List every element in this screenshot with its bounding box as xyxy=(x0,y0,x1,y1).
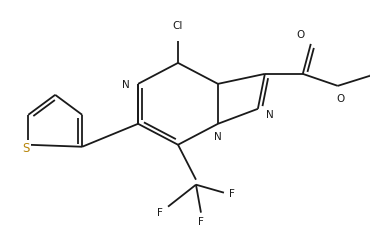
Text: N: N xyxy=(214,131,222,141)
Text: F: F xyxy=(198,216,204,226)
Text: Cl: Cl xyxy=(173,21,183,31)
Text: N: N xyxy=(122,79,130,89)
Text: F: F xyxy=(229,188,235,198)
Text: O: O xyxy=(337,94,345,103)
Text: O: O xyxy=(297,30,305,40)
Text: S: S xyxy=(23,142,30,155)
Text: F: F xyxy=(157,207,163,217)
Text: N: N xyxy=(266,109,274,119)
